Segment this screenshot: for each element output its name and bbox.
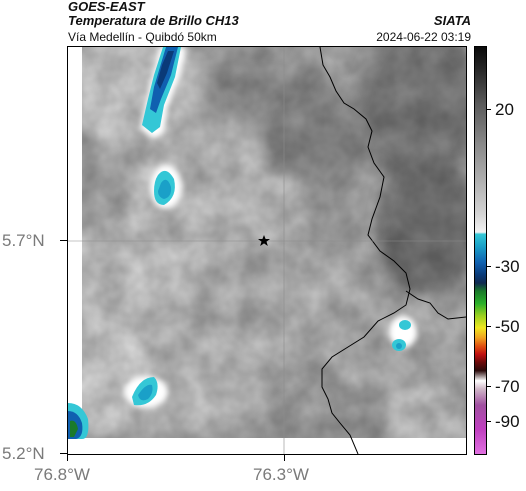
colorbar-tick-minus70 (486, 386, 491, 387)
colorbar-label-minus50: -50 (495, 317, 520, 336)
border-line (319, 47, 466, 454)
header-agency: GOES-EAST (68, 0, 145, 14)
colorbar-label-minus90: -90 (495, 412, 520, 431)
map-canvas (68, 47, 466, 454)
colorbar-label-20: 20 (495, 100, 514, 119)
header-timestamp: 2024-06-22 03:19 (376, 30, 471, 44)
brightness-field (68, 47, 466, 454)
colorbar (474, 46, 487, 455)
lat-label-5-7: 5.7°N (2, 231, 45, 250)
colorbar-label-minus70: -70 (495, 377, 520, 396)
header-route: Vía Medellín - Quibdó 50km (68, 30, 217, 44)
colorbar-tick-minus90 (486, 421, 491, 422)
lat-tick-2 (60, 453, 67, 454)
lat-tick-1 (60, 240, 67, 241)
colorbar-tick-minus50 (486, 326, 491, 327)
lon-label-76-8: 76.8°W (34, 465, 90, 484)
lon-label-76-3: 76.3°W (253, 465, 309, 484)
lon-tick-2 (284, 455, 285, 461)
colorbar-label-minus30: -30 (495, 257, 520, 276)
lon-tick-1 (67, 455, 68, 461)
colorbar-tick-20 (486, 109, 491, 110)
header-source: SIATA (433, 13, 471, 28)
star-icon (258, 235, 270, 246)
header-product: Temperatura de Brillo CH13 (68, 13, 239, 28)
lat-label-5-2: 5.2°N (2, 444, 45, 463)
colorbar-tick-minus30 (486, 266, 491, 267)
cold-cloud-tops (68, 47, 417, 439)
satellite-map[interactable] (67, 46, 467, 455)
